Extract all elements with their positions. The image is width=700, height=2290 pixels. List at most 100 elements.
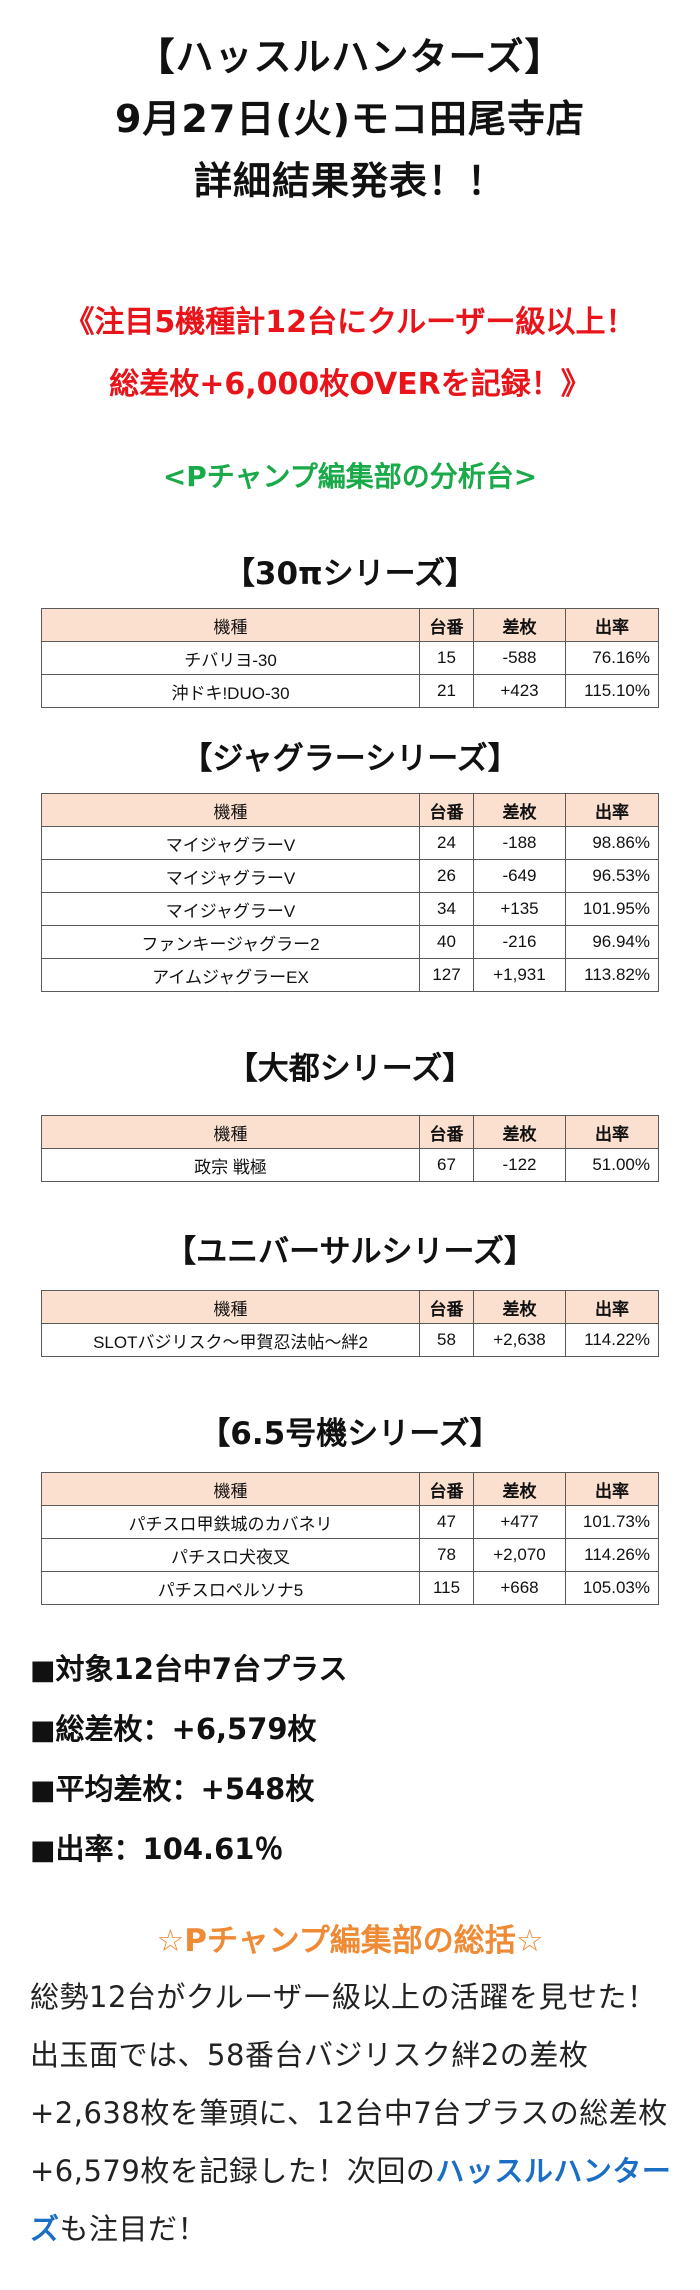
- closing-text-end: も注目だ！: [59, 2212, 208, 2246]
- header-number: 台番: [419, 1115, 474, 1149]
- summary-item: ■対象12台中7台プラス: [30, 1640, 670, 1700]
- summary-list: ■対象12台中7台プラス ■総差枚：+6,579枚 ■平均差枚：+548枚 ■出…: [30, 1640, 670, 1880]
- diff-cell: -649: [473, 859, 566, 893]
- number-cell: 127: [419, 958, 474, 992]
- closing-text: 総勢12台がクルーザー級以上の活躍を見せた！出玉面では、58番台バジリスク絆2の…: [30, 1980, 668, 2188]
- machine-cell: 沖ドキ!DUO-30: [41, 674, 420, 708]
- table-row: パチスロ犬夜叉 78 +2,070 114.26%: [41, 1538, 659, 1572]
- machine-cell: パチスロ甲鉄城のカバネリ: [41, 1505, 420, 1539]
- number-cell: 115: [419, 1571, 474, 1605]
- machine-cell: マイジャグラーV: [41, 859, 420, 893]
- table-row: アイムジャグラーEX 127 +1,931 113.82%: [41, 958, 659, 992]
- diff-cell: -588: [473, 641, 566, 675]
- rate-cell: 101.73%: [565, 1505, 659, 1539]
- number-cell: 67: [419, 1148, 474, 1182]
- table-row: パチスロ甲鉄城のカバネリ 47 +477 101.73%: [41, 1505, 659, 1539]
- closing-paragraph: 総勢12台がクルーザー級以上の活躍を見せた！出玉面では、58番台バジリスク絆2の…: [30, 1968, 680, 2258]
- section-6-5-gen: 【6.5号機シリーズ】 機種 台番 差枚 出率 パチスロ甲鉄城のカバネリ 47 …: [0, 1410, 700, 1605]
- header-rate: 出率: [565, 608, 659, 642]
- header-number: 台番: [419, 793, 474, 827]
- rate-cell: 51.00%: [565, 1148, 659, 1182]
- section-universal: 【ユニバーサルシリーズ】 機種 台番 差枚 出率 SLOTバジリスク～甲賀忍法帖…: [0, 1228, 700, 1357]
- section-daito: 【大都シリーズ】 機種 台番 差枚 出率 政宗 戦極 67 -122 51.00…: [0, 1045, 700, 1182]
- diff-cell: +2,070: [473, 1538, 566, 1572]
- rate-cell: 115.10%: [565, 674, 659, 708]
- header-diff: 差枚: [473, 608, 566, 642]
- diff-cell: +423: [473, 674, 566, 708]
- number-cell: 40: [419, 925, 474, 959]
- rate-cell: 96.94%: [565, 925, 659, 959]
- section-title: 【ジャグラーシリーズ】: [181, 741, 519, 777]
- results-table: 機種 台番 差枚 出率 パチスロ甲鉄城のカバネリ 47 +477 101.73%…: [41, 1472, 659, 1605]
- diff-cell: +668: [473, 1571, 566, 1605]
- number-cell: 26: [419, 859, 474, 893]
- table-row: SLOTバジリスク～甲賀忍法帖～絆2 58 +2,638 114.22%: [41, 1323, 659, 1357]
- title-line-2: 9月27日(火)モコ田尾寺店: [114, 97, 586, 141]
- summary-text: 平均差枚：+548枚: [55, 1772, 315, 1806]
- header-rate: 出率: [565, 1115, 659, 1149]
- machine-cell: パチスロ犬夜叉: [41, 1538, 420, 1572]
- diff-cell: +135: [473, 892, 566, 926]
- closing-title: ☆Pチャンプ編集部の総括☆: [156, 1923, 544, 1959]
- machine-cell: SLOTバジリスク～甲賀忍法帖～絆2: [41, 1323, 420, 1357]
- header-number: 台番: [419, 1290, 474, 1324]
- brand-name: ハッスルハンターズ: [30, 2154, 672, 2246]
- number-cell: 58: [419, 1323, 474, 1357]
- number-cell: 34: [419, 892, 474, 926]
- table-row: チバリヨ-30 15 -588 76.16%: [41, 641, 659, 675]
- rate-cell: 113.82%: [565, 958, 659, 992]
- headline-line-2: 総差枚+6,000枚OVERを記録！》: [109, 367, 591, 402]
- summary-item: ■総差枚：+6,579枚: [30, 1700, 670, 1760]
- section-30pi: 【30πシリーズ】 機種 台番 差枚 出率 チバリヨ-30 15 -588 76…: [0, 550, 700, 708]
- header-rate: 出率: [565, 1472, 659, 1506]
- section-title: 【大都シリーズ】: [226, 1051, 474, 1087]
- machine-cell: アイムジャグラーEX: [41, 958, 420, 992]
- bullet-square-icon: ■: [30, 1775, 56, 1806]
- table-row: マイジャグラーV 24 -188 98.86%: [41, 826, 659, 860]
- header-machine: 機種: [41, 793, 420, 827]
- machine-cell: パチスロペルソナ5: [41, 1571, 420, 1605]
- page-title: 【ハッスルハンターズ】 9月27日(火)モコ田尾寺店 詳細結果発表！！: [0, 26, 700, 212]
- machine-cell: ファンキージャグラー2: [41, 925, 420, 959]
- analysis-title: <Pチャンプ編集部の分析台>: [162, 460, 538, 493]
- header-number: 台番: [419, 1472, 474, 1506]
- table-row: パチスロペルソナ5 115 +668 105.03%: [41, 1571, 659, 1605]
- number-cell: 15: [419, 641, 474, 675]
- results-table: 機種 台番 差枚 出率 SLOTバジリスク～甲賀忍法帖～絆2 58 +2,638…: [41, 1290, 659, 1357]
- bullet-square-icon: ■: [30, 1655, 56, 1686]
- table-row: マイジャグラーV 34 +135 101.95%: [41, 892, 659, 926]
- table-header-row: 機種 台番 差枚 出率: [41, 1115, 659, 1149]
- number-cell: 78: [419, 1538, 474, 1572]
- table-row: マイジャグラーV 26 -649 96.53%: [41, 859, 659, 893]
- headline: 《注目5機種計12台にクルーザー級以上！ 総差枚+6,000枚OVERを記録！》: [0, 292, 700, 416]
- title-line-1: 【ハッスルハンターズ】: [136, 35, 564, 79]
- results-table: 機種 台番 差枚 出率 政宗 戦極 67 -122 51.00%: [41, 1115, 659, 1182]
- section-title: 【30πシリーズ】: [223, 556, 477, 592]
- summary-text: 総差枚：+6,579枚: [55, 1712, 317, 1746]
- header-diff: 差枚: [473, 1115, 566, 1149]
- header-rate: 出率: [565, 793, 659, 827]
- results-table: 機種 台番 差枚 出率 マイジャグラーV 24 -188 98.86% マイジャ…: [41, 793, 659, 992]
- machine-cell: マイジャグラーV: [41, 892, 420, 926]
- results-table: 機種 台番 差枚 出率 チバリヨ-30 15 -588 76.16% 沖ドキ!D…: [41, 608, 659, 708]
- summary-text: 出率：104.61％: [55, 1832, 284, 1866]
- header-diff: 差枚: [473, 1472, 566, 1506]
- header-diff: 差枚: [473, 793, 566, 827]
- table-row: 沖ドキ!DUO-30 21 +423 115.10%: [41, 674, 659, 708]
- rate-cell: 96.53%: [565, 859, 659, 893]
- rate-cell: 76.16%: [565, 641, 659, 675]
- rate-cell: 98.86%: [565, 826, 659, 860]
- machine-cell: マイジャグラーV: [41, 826, 420, 860]
- diff-cell: -188: [473, 826, 566, 860]
- summary-text: 対象12台中7台プラス: [55, 1652, 348, 1686]
- summary-item: ■平均差枚：+548枚: [30, 1760, 670, 1820]
- table-header-row: 機種 台番 差枚 出率: [41, 793, 659, 827]
- header-rate: 出率: [565, 1290, 659, 1324]
- number-cell: 24: [419, 826, 474, 860]
- rate-cell: 101.95%: [565, 892, 659, 926]
- rate-cell: 105.03%: [565, 1571, 659, 1605]
- rate-cell: 114.26%: [565, 1538, 659, 1572]
- table-header-row: 機種 台番 差枚 出率: [41, 608, 659, 642]
- section-juggler: 【ジャグラーシリーズ】 機種 台番 差枚 出率 マイジャグラーV 24 -188…: [0, 735, 700, 992]
